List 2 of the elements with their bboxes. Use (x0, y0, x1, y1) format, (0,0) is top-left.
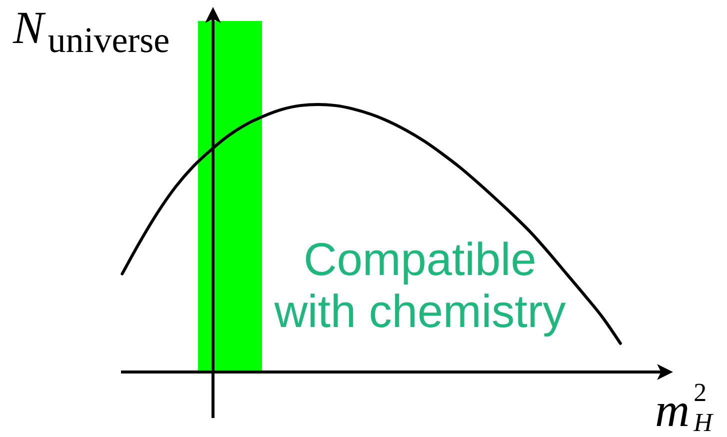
y-axis-title: N$_{universe}$ (12, 2, 170, 60)
annotation: Compatible with chemistry (273, 233, 566, 337)
